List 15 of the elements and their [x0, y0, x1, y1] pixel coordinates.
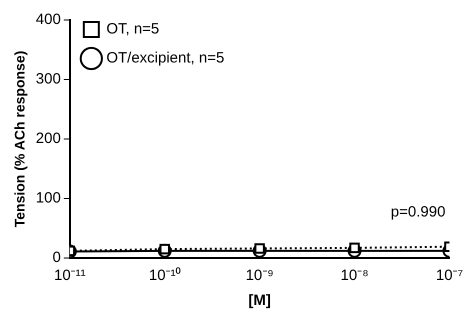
y-tick-label: 200 — [36, 130, 61, 148]
y-tick-label: 100 — [36, 190, 61, 207]
y-tick-label: 400 — [36, 11, 61, 28]
legend-label: OT, n=5 — [106, 20, 160, 38]
legend-label: OT/excipient, n=5 — [106, 50, 224, 67]
x-tick-label: 10⁻¹¹ — [54, 267, 86, 284]
x-tick-label: 10⁻⁷ — [436, 267, 464, 284]
x-tick-label: 10⁻⁸ — [340, 267, 369, 284]
y-axis-title: Tension (% ACh response) — [11, 50, 28, 228]
y-tick-label: 0 — [52, 249, 61, 266]
y-tick-label: 300 — [36, 70, 61, 88]
x-axis-title: [M] — [248, 292, 271, 310]
annotation: p=0.990 — [390, 203, 446, 220]
x-tick-label: 10⁻⁹ — [246, 267, 274, 284]
x-tick-label: 10⁻¹⁰ — [148, 267, 181, 284]
